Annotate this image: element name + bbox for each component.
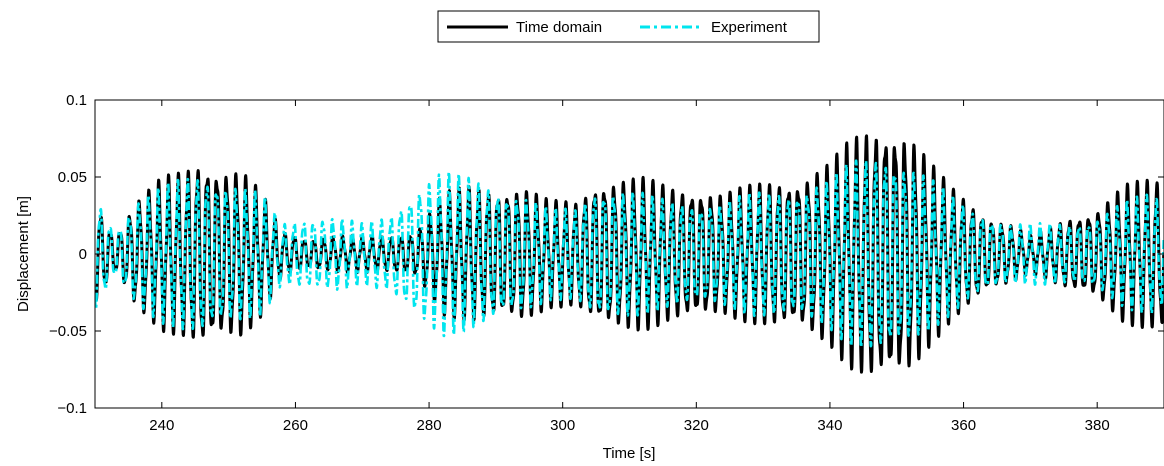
plot-area: 240 260 280 300 320 340 360 380 −0.1 −0.05 0 0.05 0… [49,92,1164,434]
y-tick-label: −0.1 [57,400,87,417]
x-tick-label: 320 [684,417,709,434]
x-tick-label: 380 [1085,417,1110,434]
x-tick-label: 340 [817,417,842,434]
series-line-experiment [95,159,1164,349]
legend-label-experiment: Experiment [711,19,788,36]
y-tick-label: 0.05 [58,169,87,186]
x-tick-label: 280 [417,417,442,434]
x-tick-label: 300 [550,417,575,434]
legend: Time domain Experiment [437,10,820,43]
x-axis: 240 260 280 300 320 340 360 380 [149,100,1110,434]
x-tick-label: 360 [951,417,976,434]
x-tick-label: 240 [149,417,174,434]
y-tick-label: 0.1 [66,92,87,109]
y-axis: −0.1 −0.05 0 0.05 0.1 [49,92,1164,417]
y-tick-label: −0.05 [49,323,87,340]
x-axis-label: Time [s] [603,445,656,462]
y-axis-label: Displacement [m] [15,196,32,312]
x-tick-label: 260 [283,417,308,434]
series-layer [95,134,1164,374]
legend-label-time-domain: Time domain [516,19,602,36]
y-tick-label: 0 [79,246,87,263]
